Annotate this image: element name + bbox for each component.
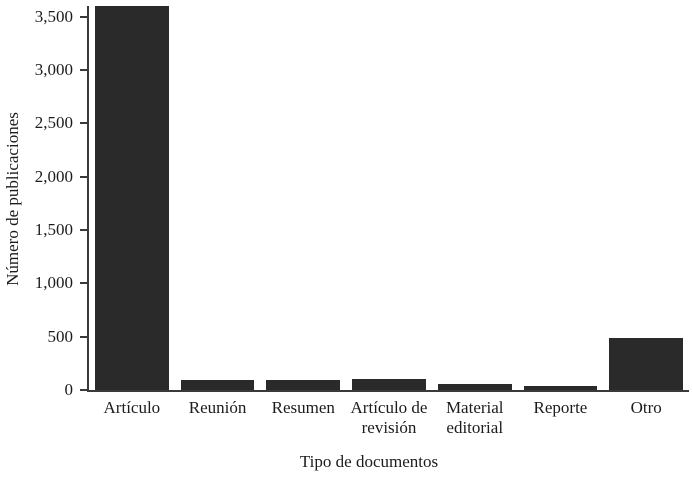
bar-Artículo — [95, 6, 169, 390]
y-tick-mark — [80, 175, 87, 178]
y-axis-title-text: Número de publicaciones — [3, 112, 22, 286]
y-tick-mark — [80, 282, 87, 285]
bar-slot — [175, 6, 261, 390]
bar-Resumen — [266, 379, 341, 390]
bar-slot — [260, 6, 346, 390]
bar-Reunión — [180, 380, 255, 390]
bar-slot — [518, 6, 604, 390]
x-axis-title: Tipo de documentos — [299, 452, 439, 471]
y-tick-label: 0 — [64, 380, 74, 399]
y-tick-mark — [80, 122, 87, 125]
bar-slot — [346, 6, 432, 390]
x-category-label: Artículo de revisión — [350, 398, 428, 437]
bar-slot — [603, 6, 689, 390]
y-tick-label: 500 — [47, 326, 74, 346]
y-tick-mark — [80, 389, 87, 391]
y-tick-label: 2,500 — [34, 113, 73, 133]
y-tick-mark — [80, 69, 87, 71]
y-tick-label: 3,000 — [34, 60, 73, 79]
y-tick-label: 1,000 — [34, 273, 73, 293]
bar-slot — [432, 6, 518, 390]
bar-Otro — [609, 337, 684, 390]
y-tick-mark — [80, 229, 87, 231]
y-tick-label: 1,500 — [34, 220, 73, 239]
bar-Reporte — [523, 385, 598, 390]
x-category-label: Material editorial — [445, 398, 504, 437]
y-tick-mark — [80, 15, 87, 18]
bar-Material editorial — [437, 383, 512, 390]
x-category-label: Artículo — [103, 398, 161, 417]
y-tick-mark — [80, 335, 87, 338]
y-tick-label: 2,000 — [34, 166, 73, 186]
x-category-label: Reporte — [533, 398, 588, 417]
bar-slot — [89, 6, 175, 390]
x-axis-category-labels: Artículo Reunión Resumen Artículo de revisi… — [89, 398, 689, 438]
bars-container — [89, 6, 689, 390]
x-category-label: Resumen — [271, 398, 335, 417]
x-category-label: Reunión — [188, 398, 247, 417]
y-tick-label: 3,500 — [34, 6, 73, 26]
bar-Artículo de revisión — [352, 379, 426, 390]
plot-area: 0 500 1,000 1,500 2,000 2,500 3,000 3,500 — [35, 6, 689, 399]
x-category-label: Otro — [630, 398, 662, 417]
